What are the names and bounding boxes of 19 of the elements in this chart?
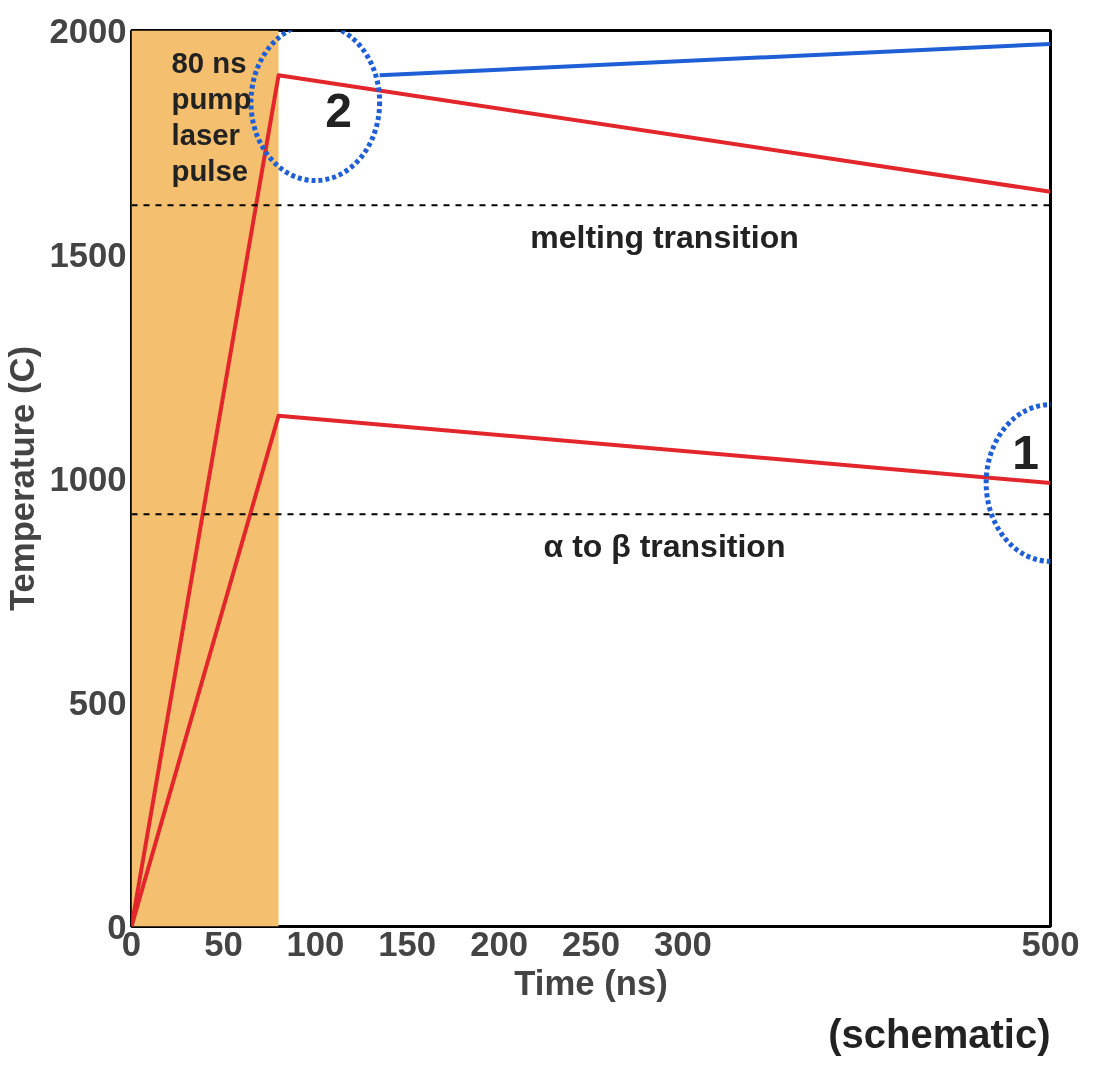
annotation: 1: [1012, 426, 1039, 480]
text: (schematic): [828, 1011, 1051, 1056]
x-tick-label: 500: [1021, 924, 1080, 963]
x-tick-label: 300: [653, 924, 712, 963]
ref-line-label: α to β transition: [543, 528, 786, 565]
y-tick-label: 1500: [49, 235, 127, 274]
y-axis-title: Temperature (C): [3, 345, 42, 612]
x-tick-label: 150: [378, 924, 437, 963]
ref-line-label: melting transition: [530, 219, 799, 256]
x-tick-label: 200: [470, 924, 529, 963]
y-tick-label: 500: [68, 683, 127, 722]
y-tick-label: 1000: [49, 459, 127, 498]
y-tick-label: 2000: [49, 11, 127, 50]
annotation: 2: [325, 83, 352, 137]
x-axis-title: Time (ns): [514, 963, 668, 1002]
x-tick-label: 100: [286, 924, 345, 963]
x-tick-label: 50: [204, 924, 243, 963]
x-tick-label: 250: [562, 924, 620, 963]
band-label: 80 ns pump laser pulse: [171, 45, 252, 188]
